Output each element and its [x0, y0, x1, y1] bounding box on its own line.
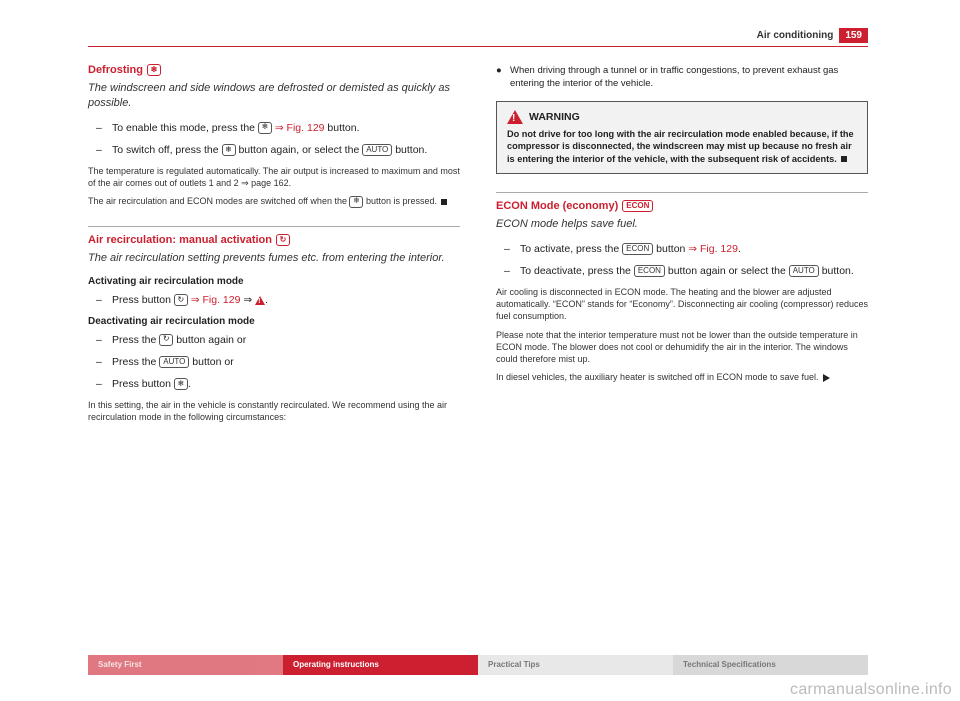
right-column: ● When driving through a tunnel or in tr…: [496, 63, 868, 429]
two-column-layout: Defrosting ❄ The windscreen and side win…: [88, 63, 868, 429]
econ-button-icon: ECON: [634, 265, 665, 277]
section-separator: [496, 192, 868, 193]
warning-header: WARNING: [507, 110, 857, 124]
watermark: carmanualsonline.info: [790, 681, 952, 699]
footer-tab-technical[interactable]: Technical Specifications: [673, 655, 868, 675]
section-separator: [88, 226, 460, 227]
page-content: Air conditioning 159 Defrosting ❄ The wi…: [88, 28, 868, 648]
dash-icon: –: [96, 143, 104, 157]
step-text: To activate, press the ECON button ⇒ Fig…: [520, 242, 741, 256]
defrost-note-1: The temperature is regulated automatical…: [88, 165, 460, 189]
bullet-text: When driving through a tunnel or in traf…: [510, 65, 868, 91]
left-column: Defrosting ❄ The windscreen and side win…: [88, 63, 460, 429]
footer-tab-practical[interactable]: Practical Tips: [478, 655, 673, 675]
step-text: To enable this mode, press the ❄ ⇒ Fig. …: [112, 121, 360, 135]
footer-tab-operating[interactable]: Operating instructions: [283, 655, 478, 675]
econ-note-2: Please note that the interior temperatur…: [496, 329, 868, 365]
footer-tab-safety[interactable]: Safety First: [88, 655, 283, 675]
warning-title: WARNING: [529, 110, 580, 124]
recirc-deact-3: – Press button ❄.: [96, 377, 460, 391]
recirc-icon: ↻: [159, 334, 173, 346]
defrost-icon: ❄: [222, 144, 236, 156]
dash-icon: –: [504, 242, 512, 256]
econ-note-1: Air cooling is disconnected in ECON mode…: [496, 286, 868, 322]
dash-icon: –: [96, 293, 104, 307]
defrost-step-1: – To enable this mode, press the ❄ ⇒ Fig…: [96, 121, 460, 135]
auto-button-icon: AUTO: [362, 144, 392, 156]
warning-box: WARNING Do not drive for too long with t…: [496, 101, 868, 174]
subhead-activate: Activating air recirculation mode: [88, 275, 460, 289]
step-text: Press button ↻ ⇒ Fig. 129 ⇒ .: [112, 293, 268, 307]
heading-defrosting: Defrosting ❄: [88, 63, 460, 78]
recirc-bullet-1: ● When driving through a tunnel or in tr…: [496, 65, 868, 91]
dash-icon: –: [96, 333, 104, 347]
section-end-icon: [441, 199, 447, 205]
header-rule: [88, 46, 868, 47]
defrost-icon: ❄: [349, 196, 363, 208]
caution-icon: [255, 296, 265, 305]
step-text: To switch off, press the ❄ button again,…: [112, 143, 427, 157]
fig-link[interactable]: ⇒ Fig. 129: [191, 294, 241, 306]
defrost-note-2: The air recirculation and ECON modes are…: [88, 195, 460, 208]
defrost-step-2: – To switch off, press the ❄ button agai…: [96, 143, 460, 157]
heading-text: ECON Mode (economy): [496, 199, 618, 214]
dash-icon: –: [96, 377, 104, 391]
dash-icon: –: [96, 355, 104, 369]
heading-text: Defrosting: [88, 63, 143, 78]
recirc-deact-2: – Press the AUTO button or: [96, 355, 460, 369]
running-header: Air conditioning 159: [88, 28, 868, 43]
econ-intro: ECON mode helps save fuel.: [496, 217, 868, 232]
econ-step-1: – To activate, press the ECON button ⇒ F…: [504, 242, 868, 256]
recirc-note: In this setting, the air in the vehicle …: [88, 399, 460, 423]
warning-text: Do not drive for too long with the air r…: [507, 128, 857, 165]
recirc-deact-1: – Press the ↻ button again or: [96, 333, 460, 347]
defrost-icon: ❄: [147, 64, 161, 76]
recirc-intro: The air recirculation setting prevents f…: [88, 251, 460, 266]
step-text: Press button ❄.: [112, 377, 191, 391]
dash-icon: –: [96, 121, 104, 135]
auto-button-icon: AUTO: [789, 265, 819, 277]
warning-icon: [507, 110, 523, 124]
recirc-icon: ↻: [276, 234, 290, 246]
step-text: Press the AUTO button or: [112, 355, 234, 369]
heading-text: Air recirculation: manual activation: [88, 233, 272, 248]
auto-button-icon: AUTO: [159, 356, 189, 368]
fig-link[interactable]: ⇒ Fig. 129: [688, 243, 738, 255]
econ-note-3: In diesel vehicles, the auxiliary heater…: [496, 371, 868, 383]
subhead-deactivate: Deactivating air recirculation mode: [88, 315, 460, 329]
continue-icon: [823, 374, 830, 382]
step-text: Press the ↻ button again or: [112, 333, 246, 347]
econ-step-2: – To deactivate, press the ECON button a…: [504, 264, 868, 278]
dash-icon: –: [504, 264, 512, 278]
footer-tabs: Safety First Operating instructions Prac…: [88, 655, 868, 675]
section-end-icon: [841, 156, 847, 162]
step-text: To deactivate, press the ECON button aga…: [520, 264, 854, 278]
defrost-icon: ❄: [258, 122, 272, 134]
heading-recirc: Air recirculation: manual activation ↻: [88, 233, 460, 248]
bullet-icon: ●: [496, 65, 502, 91]
econ-button-icon: ECON: [622, 243, 653, 255]
recirc-icon: ↻: [174, 294, 188, 306]
defrost-intro: The windscreen and side windows are defr…: [88, 81, 460, 111]
fig-link[interactable]: ⇒ Fig. 129: [275, 122, 325, 134]
page-number: 159: [839, 28, 868, 43]
section-name: Air conditioning: [757, 30, 834, 41]
heading-econ: ECON Mode (economy) ECON: [496, 199, 868, 214]
econ-button-icon: ECON: [622, 200, 653, 212]
recirc-activate-step: – Press button ↻ ⇒ Fig. 129 ⇒ .: [96, 293, 460, 307]
defrost-icon: ❄: [174, 378, 188, 390]
